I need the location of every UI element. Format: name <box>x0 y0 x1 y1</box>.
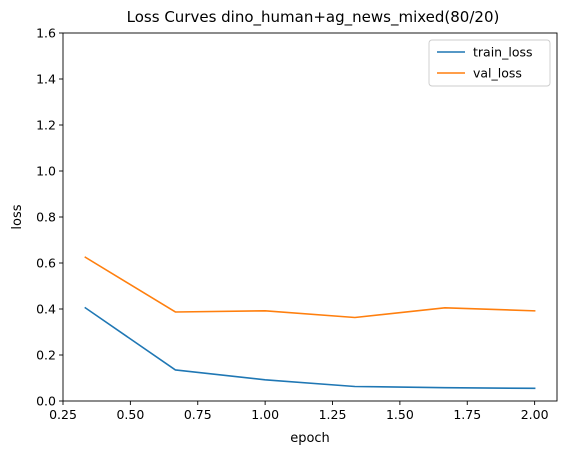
y-tick-label: 0.2 <box>36 348 56 363</box>
legend-label-train-loss: train_loss <box>473 45 533 60</box>
chart-title: Loss Curves dino_human+ag_news_mixed(80/… <box>127 8 500 27</box>
x-tick-label: 0.50 <box>116 407 144 422</box>
x-tick-label: 1.75 <box>453 407 481 422</box>
y-tick-label: 1.4 <box>36 72 56 87</box>
series-line-train-loss <box>84 306 536 390</box>
y-tick-label: 0.8 <box>36 210 56 225</box>
x-tick-label: 2.00 <box>521 407 549 422</box>
x-tick-label: 0.25 <box>49 407 77 422</box>
x-tick-label: 1.00 <box>251 407 279 422</box>
x-tick-label: 1.25 <box>319 407 347 422</box>
y-tick-label: 0.4 <box>36 302 56 317</box>
y-tick-label: 1.6 <box>36 26 56 41</box>
y-tick-label: 1.2 <box>36 118 56 133</box>
x-axis-label: epoch <box>290 431 330 446</box>
legend: train_loss val_loss <box>428 39 551 87</box>
plot-frame <box>62 32 558 402</box>
series-line-val-loss <box>84 256 536 319</box>
x-tick-label: 0.75 <box>184 407 212 422</box>
legend-label-val-loss: val_loss <box>473 66 522 81</box>
x-tick-label: 1.50 <box>386 407 414 422</box>
y-axis-label: loss <box>10 204 25 229</box>
plot-area: 0.25 0.50 0.75 1.00 1.25 1.50 1.75 2.00 0.0 0.2 0.… <box>36 26 558 422</box>
y-tick-label: 1.0 <box>36 164 56 179</box>
y-tick-label: 0.0 <box>36 394 56 409</box>
y-tick-label: 0.6 <box>36 256 56 271</box>
